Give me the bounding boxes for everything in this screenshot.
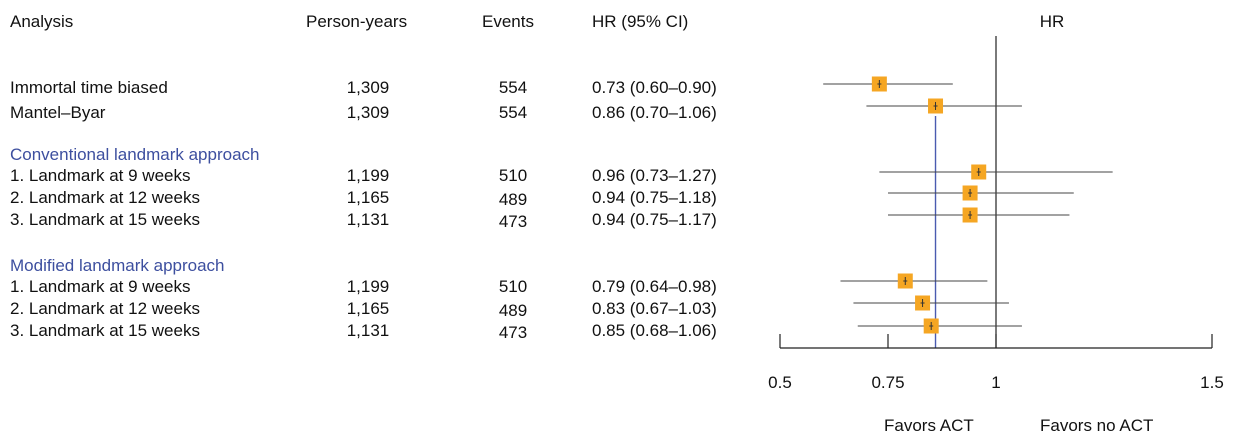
- row-events: 554: [498, 78, 528, 97]
- row-label: 3. Landmark at 15 weeks: [10, 210, 200, 229]
- row-label: 2. Landmark at 12 weeks: [10, 188, 200, 207]
- plot-title-hr: HR: [1040, 12, 1065, 31]
- row-hr-text: 0.94 (0.75–1.17): [592, 210, 717, 229]
- row-hr-text: 0.83 (0.67–1.03): [592, 299, 717, 318]
- row-person-years: 1,199: [346, 166, 390, 185]
- row-events: 510: [498, 166, 528, 185]
- header-hr-ci: HR (95% CI): [592, 12, 689, 31]
- row-label: 2. Landmark at 12 weeks: [10, 299, 200, 318]
- row-label: 1. Landmark at 9 weeks: [10, 277, 191, 296]
- row-events: 489: [498, 301, 528, 320]
- row-person-years: 1,131: [346, 321, 390, 340]
- x-tick-label: 0.75: [871, 373, 904, 392]
- plot-layer: 0.5 0.75 1 1.5: [768, 36, 1224, 392]
- row-hr-text: 0.86 (0.70–1.06): [592, 103, 717, 122]
- favors-no-act-label: Favors no ACT: [1040, 416, 1154, 435]
- header-person-years: Person-years: [306, 12, 408, 31]
- header-analysis: Analysis: [10, 12, 74, 31]
- row-label: Immortal time biased: [10, 78, 168, 97]
- row-events: 554: [498, 103, 528, 122]
- row-hr-text: 0.85 (0.68–1.06): [592, 321, 717, 340]
- row-person-years: 1,131: [346, 210, 390, 229]
- row-person-years: 1,309: [346, 78, 390, 97]
- row-hr-text: 0.96 (0.73–1.27): [592, 166, 717, 185]
- header-events: Events: [482, 12, 534, 31]
- row-person-years: 1,165: [346, 188, 390, 207]
- row-person-years: 1,199: [346, 277, 390, 296]
- favors-act-label: Favors ACT: [884, 416, 974, 435]
- row-hr-text: 0.94 (0.75–1.18): [592, 188, 717, 207]
- x-tick-label: 1.5: [1200, 373, 1224, 392]
- row-events: 473: [498, 212, 528, 231]
- row-events: 489: [498, 190, 528, 209]
- x-tick-label: 0.5: [768, 373, 792, 392]
- row-hr-text: 0.73 (0.60–0.90): [592, 78, 717, 97]
- row-label: Mantel–Byar: [10, 103, 106, 122]
- section-modified: Modified landmark approach: [10, 256, 225, 275]
- row-label: 3. Landmark at 15 weeks: [10, 321, 200, 340]
- row-events: 510: [498, 277, 528, 296]
- row-label: 1. Landmark at 9 weeks: [10, 166, 191, 185]
- row-events: 473: [498, 323, 528, 342]
- row-person-years: 1,309: [346, 103, 390, 122]
- row-person-years: 1,165: [346, 299, 390, 318]
- section-conventional: Conventional landmark approach: [10, 145, 260, 164]
- row-hr-text: 0.79 (0.64–0.98): [592, 277, 717, 296]
- x-tick-label: 1: [991, 373, 1000, 392]
